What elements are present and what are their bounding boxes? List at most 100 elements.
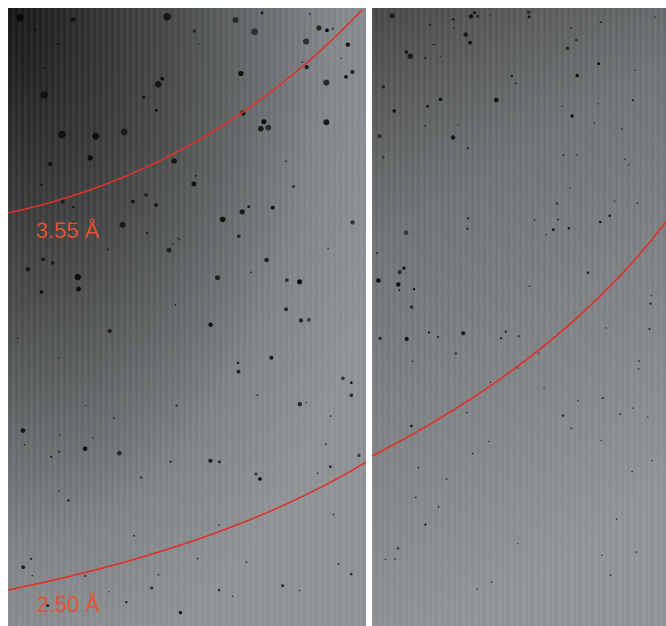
- spot: [350, 220, 354, 224]
- spot: [43, 67, 45, 69]
- spot: [117, 451, 122, 456]
- spot: [24, 444, 26, 446]
- spot: [40, 184, 43, 187]
- spot: [270, 356, 274, 360]
- spot: [605, 327, 607, 329]
- spot: [453, 27, 455, 29]
- spot: [131, 200, 135, 204]
- spot: [88, 155, 93, 160]
- spot: [50, 456, 52, 458]
- spot: [58, 490, 60, 492]
- spot: [476, 589, 478, 591]
- spot: [309, 13, 311, 15]
- spot: [505, 330, 508, 333]
- spot: [316, 25, 321, 30]
- spot: [405, 50, 409, 54]
- spot: [218, 460, 221, 463]
- spot: [246, 561, 248, 563]
- spot: [350, 70, 354, 74]
- spot: [344, 75, 348, 79]
- spot: [632, 99, 634, 101]
- spot: [84, 575, 86, 577]
- spot: [575, 39, 578, 42]
- spot: [529, 285, 531, 287]
- spot: [325, 443, 327, 445]
- spot: [160, 77, 164, 81]
- spot: [511, 75, 513, 77]
- spot: [440, 56, 442, 58]
- spot: [92, 437, 94, 439]
- spot: [398, 270, 402, 274]
- spot: [195, 175, 197, 177]
- spot: [538, 353, 540, 355]
- spot: [410, 305, 413, 308]
- spot: [587, 271, 590, 274]
- spot: [429, 24, 431, 26]
- spot: [571, 114, 574, 117]
- spot: [175, 404, 177, 406]
- spot: [472, 453, 474, 455]
- spot: [341, 57, 343, 59]
- spot: [48, 162, 52, 166]
- spot: [142, 96, 145, 99]
- spot: [457, 124, 459, 126]
- ring-label: 2.50 Å: [36, 592, 100, 617]
- spot: [75, 274, 81, 280]
- spot: [469, 14, 473, 18]
- spot: [405, 337, 409, 341]
- spot: [628, 164, 630, 166]
- spot: [247, 205, 250, 208]
- spot: [534, 219, 536, 221]
- spot: [452, 18, 455, 21]
- spot: [21, 565, 25, 569]
- diffraction-image: 3.55 Å 2.50 Å: [0, 0, 666, 626]
- spot: [307, 318, 311, 322]
- spot: [261, 119, 266, 124]
- spot: [172, 244, 174, 246]
- spot: [261, 11, 264, 14]
- spot: [594, 122, 596, 124]
- spot: [144, 193, 148, 197]
- spot: [329, 465, 332, 468]
- spot: [577, 400, 579, 402]
- spot: [208, 459, 212, 463]
- spot: [467, 217, 469, 219]
- spot: [410, 425, 413, 428]
- spot: [197, 558, 199, 560]
- spot: [251, 28, 258, 35]
- spot: [215, 275, 220, 280]
- spot: [338, 563, 340, 565]
- spot: [58, 451, 60, 453]
- spot: [250, 271, 252, 273]
- spot: [155, 109, 158, 112]
- spot: [636, 551, 638, 553]
- spot: [631, 471, 633, 473]
- spot: [616, 518, 618, 520]
- spot: [41, 258, 45, 262]
- spot: [255, 473, 258, 476]
- spot: [346, 43, 350, 47]
- spot: [397, 547, 399, 549]
- spot: [601, 440, 603, 442]
- spot: [489, 14, 491, 16]
- spot: [325, 28, 329, 32]
- spot: [333, 514, 335, 516]
- spot: [494, 98, 499, 103]
- spot: [58, 357, 60, 359]
- spot: [218, 589, 221, 592]
- spot: [163, 13, 171, 21]
- spot: [424, 125, 426, 127]
- spot: [428, 331, 430, 333]
- spot: [193, 29, 197, 33]
- spot: [198, 43, 200, 45]
- spot: [437, 336, 439, 338]
- spot: [258, 126, 264, 132]
- spot: [488, 441, 490, 443]
- spot: [332, 28, 334, 30]
- spot: [382, 85, 385, 88]
- spot: [621, 128, 623, 130]
- spot: [599, 221, 601, 223]
- spot: [396, 282, 400, 286]
- spot: [299, 318, 303, 322]
- spot: [468, 41, 472, 45]
